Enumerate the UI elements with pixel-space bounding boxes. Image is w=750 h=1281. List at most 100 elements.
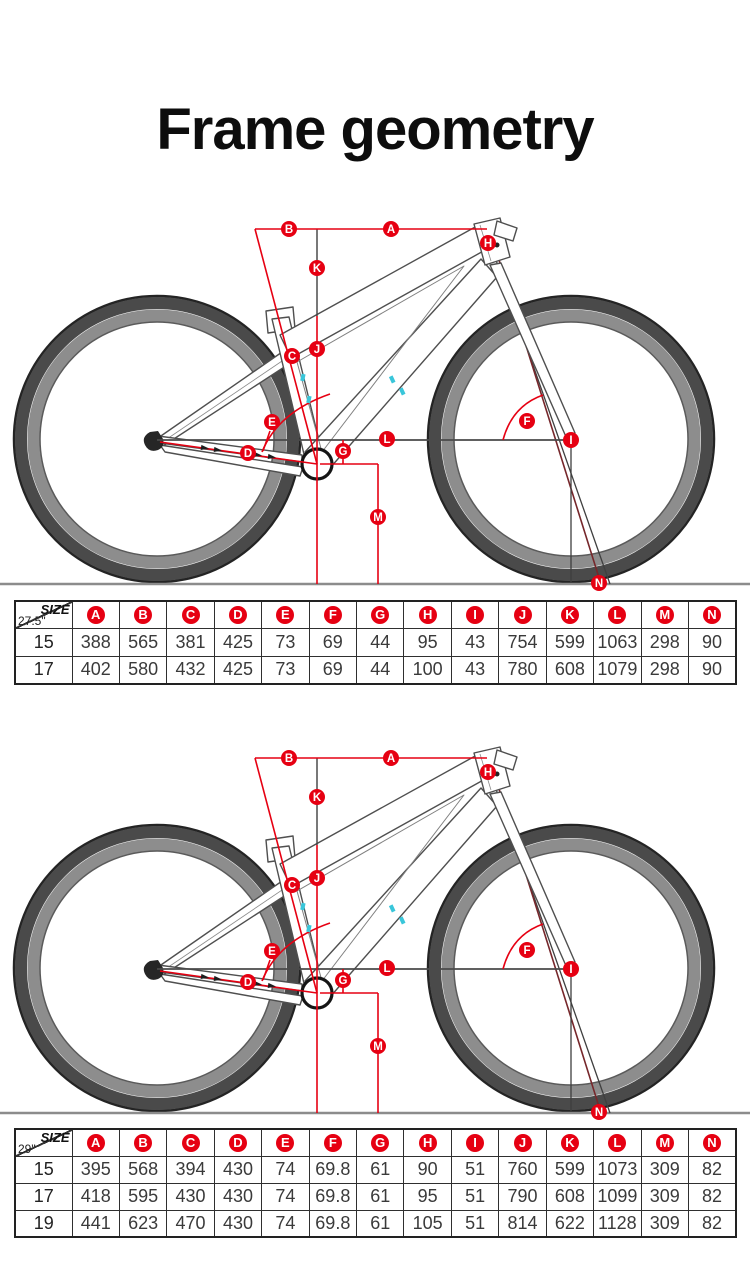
value-cell: 1128 [593,1209,642,1238]
svg-text:I: I [569,435,572,447]
value-cell: 599 [545,627,595,657]
svg-text:K: K [313,792,322,804]
label-d: D [240,445,256,461]
column-letter-badge: H [418,1133,437,1152]
value-cell: 760 [498,1155,547,1184]
value-cell: 309 [640,1209,689,1238]
value-cell: 309 [640,1182,689,1211]
value-cell: 418 [71,1182,120,1211]
column-letter-badge: L [608,1133,627,1152]
column-letter-badge: F [323,605,342,624]
value-cell: 61 [356,1155,405,1184]
column-header: F [308,1128,358,1157]
size-header-cell: SIZE 29" [14,1128,73,1157]
value-cell: 425 [213,627,263,657]
label-g: G [335,443,351,459]
value-cell: 395 [71,1155,120,1184]
value-cell: 309 [640,1155,689,1184]
svg-text:K: K [313,263,322,275]
value-cell: 105 [403,1209,452,1238]
label-n: N [591,1104,607,1120]
value-cell: 381 [166,627,215,657]
column-letter-badge: N [702,605,721,624]
label-d: D [240,974,256,990]
column-header: C [166,600,215,629]
value-cell: 1099 [593,1182,642,1211]
svg-text:G: G [339,446,348,458]
column-letter-badge: M [655,605,674,624]
column-header: A [71,600,120,629]
bike-geometry-diagram: A B C D E F G H I J K L M N [0,746,750,1120]
label-a: A [383,221,399,237]
value-cell: 95 [403,1182,452,1211]
value-cell: 90 [687,655,737,685]
column-header: N [687,600,737,629]
value-cell: 1079 [593,655,642,685]
frame-diagram-29: A B C D E F G H I J K L M N [0,745,750,1130]
value-cell: 430 [213,1182,263,1211]
value-cell: 298 [640,655,689,685]
value-cell: 568 [118,1155,168,1184]
value-cell: 595 [118,1182,168,1211]
wheel-size-label: 27.5" [18,613,46,628]
label-c: C [284,348,300,364]
value-cell: 74 [261,1209,310,1238]
value-cell: 73 [261,655,310,685]
label-f: F [519,413,535,429]
size-cell: 15 [14,627,73,657]
label-n: N [591,575,607,591]
value-cell: 51 [450,1182,500,1211]
svg-text:H: H [484,238,492,250]
svg-text:J: J [314,344,320,356]
header-row: SIZE 29" A B C D E F G H I J K L M N [14,1128,737,1157]
column-header: I [450,600,500,629]
size-cell: 19 [14,1209,73,1238]
svg-text:N: N [595,1107,603,1119]
label-h: H [480,235,496,251]
table-row: 17 418 595 430 430 74 69.8 61 95 51 790 608 1099 309 8… [14,1182,737,1211]
table-row: 17 402 580 432 425 73 69 44 100 43 780 608 1079 298 90 [14,655,737,685]
value-cell: 298 [640,627,689,657]
value-cell: 44 [356,627,405,657]
label-h: H [480,764,496,780]
label-i: I [563,961,579,977]
label-a: A [383,750,399,766]
geometry-table-27-5: SIZE 27.5" A B C D E F G H I J K L M N 15 388 565 381 425… [14,600,737,685]
measurement-labels: A B C D E F G H I J K L M N [240,750,607,1120]
value-cell: 432 [166,655,215,685]
header-row: SIZE 27.5" A B C D E F G H I J K L M N [14,600,737,629]
label-b: B [281,221,297,237]
value-cell: 622 [545,1209,595,1238]
column-header: M [640,1128,689,1157]
svg-text:L: L [383,434,390,446]
label-j: J [309,870,325,886]
label-j: J [309,341,325,357]
column-letter-badge: G [371,605,390,624]
svg-text:J: J [314,873,320,885]
rear-dropout [143,960,164,980]
column-letter-badge: I [466,605,485,624]
value-cell: 623 [118,1209,168,1238]
value-cell: 470 [166,1209,215,1238]
label-m: M [370,1038,386,1054]
column-letter-badge: J [513,605,532,624]
frame-decals [300,902,406,933]
column-letter-badge: M [655,1133,674,1152]
column-letter-badge: C [181,1133,200,1152]
column-header: B [118,600,168,629]
rear-dropout [143,431,164,451]
column-letter-badge: E [276,605,295,624]
column-header: A [71,1128,120,1157]
value-cell: 69 [308,627,358,657]
measurement-labels: A B C D E F G H I J K L M N [240,221,607,591]
value-cell: 1073 [593,1155,642,1184]
column-header: D [213,1128,263,1157]
label-k: K [309,789,325,805]
value-cell: 1063 [593,627,642,657]
svg-text:D: D [244,448,252,460]
size-cell: 15 [14,1155,73,1184]
svg-text:F: F [523,416,530,428]
column-letter-badge: B [134,1133,153,1152]
svg-text:A: A [387,753,395,765]
svg-text:A: A [387,224,395,236]
